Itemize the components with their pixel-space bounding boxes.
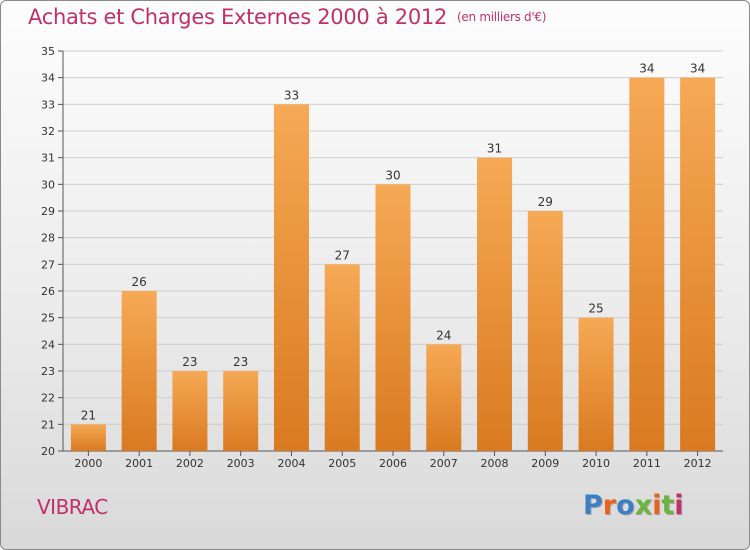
data-label: 31 — [487, 142, 502, 156]
bar — [426, 344, 462, 451]
x-tick-label: 2010 — [582, 457, 610, 470]
x-tick-label: 2007 — [430, 457, 458, 470]
bar — [121, 291, 157, 451]
chart-title: Achats et Charges Externes 2000 à 2012 (e… — [28, 5, 547, 29]
logo-letter: P — [583, 490, 603, 521]
bar — [680, 77, 716, 452]
x-tick-label: 2008 — [481, 457, 509, 470]
x-tick-labels: 2000 2001 2002 2003 2004 2005 2006 2007 2008 2009… — [74, 457, 711, 470]
bar — [324, 264, 360, 451]
bar — [578, 317, 614, 451]
logo-letter: r — [602, 490, 617, 521]
y-tick-label: 35 — [41, 45, 55, 58]
x-tick-label: 2006 — [379, 457, 407, 470]
y-tick-label: 27 — [41, 258, 55, 271]
logo-letter: o — [616, 490, 635, 521]
bar — [172, 371, 208, 451]
x-tick-label: 2001 — [125, 457, 153, 470]
data-label: 21 — [81, 408, 96, 422]
bar — [273, 104, 309, 451]
y-tick-label: 26 — [41, 285, 55, 298]
data-label: 34 — [690, 62, 705, 76]
bar — [629, 77, 665, 452]
x-tick-label: 2011 — [633, 457, 661, 470]
logo-letter: x — [634, 490, 653, 521]
logo-letter: i — [674, 490, 684, 521]
data-label: 27 — [335, 248, 350, 262]
data-label: 33 — [284, 88, 299, 102]
bar — [477, 157, 513, 451]
x-tick-label: 2002 — [176, 457, 204, 470]
city-label: VIBRAC — [37, 495, 108, 519]
x-tick-label: 2012 — [684, 457, 712, 470]
y-tick-label: 21 — [41, 418, 55, 431]
chart-unit: (en milliers d'€) — [457, 10, 547, 24]
data-label: 23 — [182, 355, 197, 369]
x-tick-label: 2000 — [74, 457, 102, 470]
bars — [70, 77, 716, 452]
bar — [70, 424, 106, 451]
bar — [375, 184, 411, 452]
bar — [223, 371, 259, 451]
data-labels: 21 26 23 23 33 27 30 24 31 29 25 34 34 — [81, 62, 706, 423]
data-label: 25 — [588, 302, 603, 316]
x-tick-label: 2003 — [227, 457, 255, 470]
logo-letter: i — [652, 490, 662, 521]
logo-letter: t — [661, 490, 675, 521]
y-tick-label: 34 — [41, 72, 55, 85]
y-tick-label: 29 — [41, 205, 55, 218]
data-label: 24 — [436, 328, 451, 342]
proxiti-logo[interactable]: Proxiti — [583, 490, 684, 521]
y-tick-label: 22 — [41, 392, 55, 405]
x-tick-label: 2009 — [531, 457, 559, 470]
y-tick-label: 24 — [41, 338, 55, 351]
y-tick-labels: 20 21 22 23 24 25 26 27 28 29 30 31 32 33 34 35 — [41, 45, 55, 458]
y-tick-label: 23 — [41, 365, 55, 378]
data-label: 23 — [233, 355, 248, 369]
bar — [527, 211, 563, 451]
data-label: 26 — [132, 275, 147, 289]
y-tick-label: 30 — [41, 178, 55, 191]
y-tick-label: 25 — [41, 312, 55, 325]
y-tick-label: 32 — [41, 125, 55, 138]
data-label: 34 — [639, 62, 654, 76]
data-label: 29 — [538, 195, 553, 209]
y-tick-label: 33 — [41, 98, 55, 111]
y-tick-label: 20 — [41, 445, 55, 458]
x-tick-label: 2005 — [328, 457, 356, 470]
y-tick-label: 31 — [41, 152, 55, 165]
data-label: 30 — [385, 168, 400, 182]
y-tick-label: 28 — [41, 232, 55, 245]
x-tick-label: 2004 — [277, 457, 305, 470]
